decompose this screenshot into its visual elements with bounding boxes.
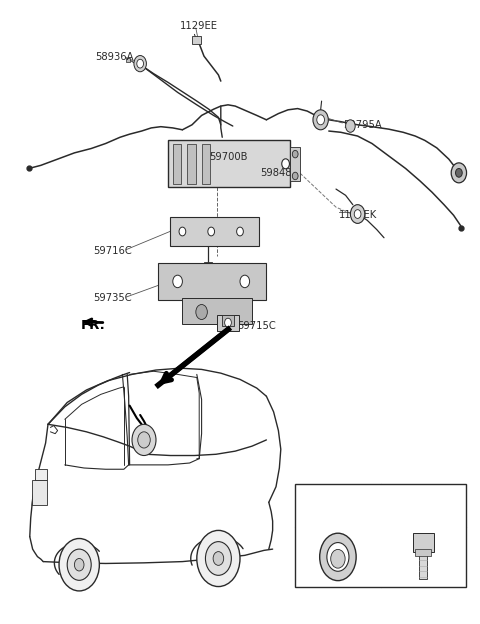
Circle shape: [196, 305, 207, 319]
Circle shape: [213, 552, 224, 565]
Text: 1130FA: 1130FA: [404, 500, 442, 510]
Bar: [126, 58, 130, 62]
Text: FR.: FR.: [81, 319, 106, 332]
Text: 1129EE: 1129EE: [180, 21, 218, 31]
Circle shape: [331, 550, 345, 568]
Circle shape: [132, 424, 156, 456]
Bar: [412, 533, 433, 552]
Bar: [32, 480, 47, 505]
Circle shape: [208, 227, 215, 236]
Bar: [192, 36, 201, 44]
Bar: [295, 484, 466, 587]
Circle shape: [354, 210, 361, 218]
Circle shape: [67, 549, 91, 580]
Circle shape: [317, 115, 324, 125]
Circle shape: [327, 542, 349, 572]
Text: 1129EK: 1129EK: [338, 210, 377, 220]
Circle shape: [292, 150, 298, 158]
Circle shape: [179, 227, 186, 236]
Circle shape: [205, 542, 231, 575]
Circle shape: [313, 110, 328, 130]
Bar: [168, 140, 290, 187]
Circle shape: [138, 432, 150, 448]
Bar: [173, 144, 181, 184]
Bar: [202, 144, 210, 184]
Text: 59715C: 59715C: [238, 321, 276, 331]
Circle shape: [237, 227, 243, 236]
Circle shape: [282, 159, 289, 169]
Bar: [420, 555, 427, 579]
Bar: [204, 262, 212, 268]
Bar: [222, 315, 234, 326]
Text: 59716C: 59716C: [94, 246, 132, 256]
Circle shape: [134, 56, 146, 72]
Text: 59848: 59848: [260, 168, 292, 178]
Circle shape: [292, 172, 298, 180]
Bar: [170, 217, 259, 246]
Circle shape: [137, 59, 144, 68]
Text: 1731JA: 1731JA: [320, 500, 356, 510]
Circle shape: [320, 533, 356, 580]
Text: 59700B: 59700B: [209, 152, 247, 162]
Circle shape: [59, 539, 99, 591]
Bar: [290, 147, 300, 181]
Circle shape: [74, 558, 84, 571]
Circle shape: [350, 205, 365, 223]
Circle shape: [456, 168, 462, 177]
Text: 58936A: 58936A: [95, 52, 133, 62]
Bar: [35, 469, 47, 480]
Circle shape: [346, 120, 355, 132]
Circle shape: [225, 318, 231, 327]
Text: 59795A: 59795A: [343, 120, 382, 130]
Circle shape: [451, 163, 467, 183]
Circle shape: [240, 275, 250, 288]
Bar: [182, 298, 252, 324]
Circle shape: [173, 275, 182, 288]
Bar: [217, 315, 239, 331]
Bar: [158, 263, 266, 300]
Circle shape: [197, 530, 240, 587]
Text: 59735C: 59735C: [94, 293, 132, 303]
Bar: [187, 144, 196, 184]
Bar: [415, 550, 431, 555]
